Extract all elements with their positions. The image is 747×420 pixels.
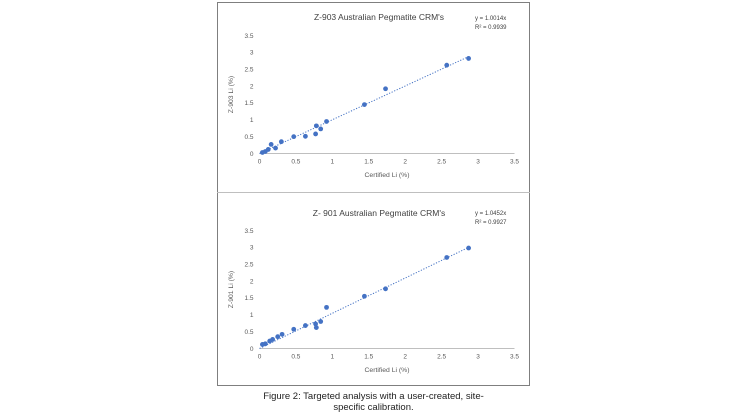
chart1-x-tick-label: 2.5 [437, 159, 446, 166]
chart2-data-point [275, 334, 281, 340]
chart1-x-tick-label: 3.5 [510, 159, 519, 166]
chart2-x-tick-label: 1.5 [364, 354, 373, 361]
chart2-x-tick-label: 2.5 [437, 354, 446, 361]
chart1-data-point [303, 133, 308, 139]
chart2-trendline [259, 246, 469, 349]
chart2-y-tick-label: 0.5 [244, 329, 253, 336]
chart2-data-point [466, 245, 471, 251]
chart1-data-point [362, 102, 367, 108]
chart1-data-point [291, 134, 297, 140]
caption-line-1: Figure 2: Targeted analysis with a user-… [263, 391, 484, 402]
chart1-x-tick-label: 2 [403, 159, 407, 166]
chart2-r-squared: R² = 0.9927 [475, 220, 507, 226]
chart2-data-point [291, 326, 297, 332]
figure-caption: Figure 2: Targeted analysis with a user-… [200, 391, 547, 413]
chart2-y-tick-label: 3.5 [244, 228, 253, 235]
chart1-title: Z-903 Australian Pegmatite CRM's [314, 12, 444, 22]
chart2-x-tick-label: 0 [258, 354, 262, 361]
chart2-x-tick-label: 1 [331, 354, 335, 361]
chart1-y-axis-label: Z-903 Li (%) [228, 76, 235, 113]
chart2-data-point [313, 321, 318, 327]
chart2-y-tick-label: 1.5 [244, 295, 253, 302]
chart2-x-tick-label: 3 [476, 354, 480, 361]
chart2-data-point [303, 323, 308, 328]
chart1-x-tick-label: 1 [331, 159, 335, 166]
chart2-data-point [318, 319, 324, 324]
chart1-y-tick-label: 1.5 [244, 100, 253, 107]
chart1-y-tick-label: 2 [250, 83, 254, 90]
chart2-data-point [313, 325, 319, 330]
chart1-data-point [383, 86, 388, 92]
chart1-y-tick-label: 0.5 [244, 134, 253, 141]
figure-frame [217, 2, 530, 386]
chart1-data-point [444, 62, 450, 68]
chart1-x-tick-label: 3 [476, 159, 480, 166]
chart1-y-tick-label: 3.5 [244, 33, 253, 40]
chart1-data-point [268, 141, 274, 147]
chart2-data-point [279, 331, 285, 337]
chart1-data-point [466, 56, 471, 61]
chart1-equation: y = 1.0014x [475, 16, 506, 22]
chart2-x-tick-label: 2 [403, 354, 407, 361]
panel-divider [217, 192, 530, 193]
chart2-y-axis-label: Z-901 Li (%) [228, 271, 235, 308]
chart2-x-tick-label: 0.5 [291, 354, 300, 361]
chart1-data-point [313, 131, 318, 137]
chart2-y-tick-label: 1 [250, 312, 254, 319]
chart2-y-tick-label: 0 [250, 346, 254, 353]
chart1-r-squared: R² = 0.9939 [475, 25, 507, 31]
chart2-data-point [383, 286, 388, 292]
chart2-equation: y = 1.0452x [475, 211, 506, 217]
chart2-x-axis-label: Certified Li (%) [365, 367, 410, 374]
chart2-data-point [362, 293, 367, 299]
chart1-x-tick-label: 1.5 [364, 159, 373, 166]
chart1-data-point [313, 123, 319, 129]
chart2-data-point [270, 336, 276, 342]
chart2-x-tick-label: 3.5 [510, 354, 519, 361]
chart1-x-axis-label: Certified Li (%) [365, 172, 410, 179]
chart1-data-point [273, 145, 278, 151]
chart1-y-tick-label: 2.5 [244, 67, 253, 74]
chart1-y-tick-label: 0 [250, 151, 254, 158]
chart1-y-tick-label: 3 [250, 50, 254, 57]
chart2-y-tick-label: 2.5 [244, 262, 253, 269]
chart1-y-tick-label: 1 [250, 117, 254, 124]
chart1-data-point [318, 126, 324, 132]
caption-line-2: specific calibration. [333, 402, 414, 413]
chart2-data-point [444, 255, 450, 260]
chart1-data-point [324, 119, 329, 124]
chart1-x-tick-label: 0 [258, 159, 262, 166]
chart2-title: Z- 901 Australian Pegmatite CRM's [313, 208, 445, 218]
chart1-x-tick-label: 0.5 [291, 159, 300, 166]
chart1-data-point [278, 139, 284, 145]
chart1-data-point [265, 147, 271, 152]
chart2-data-point [324, 304, 329, 310]
chart2-y-tick-label: 3 [250, 245, 254, 252]
chart2-data-point [262, 341, 268, 347]
chart2-y-tick-label: 2 [250, 278, 254, 285]
